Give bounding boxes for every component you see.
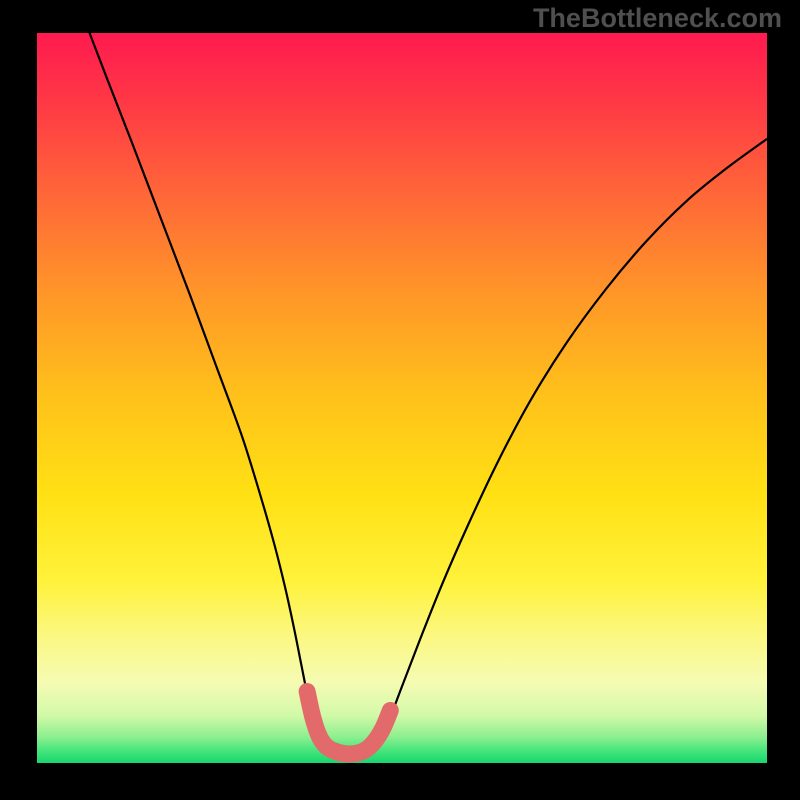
watermark-text: TheBottleneck.com xyxy=(533,3,782,34)
curve-overlay xyxy=(0,0,800,800)
chart-container: TheBottleneck.com xyxy=(0,0,800,800)
bottleneck-curve xyxy=(90,33,767,757)
optimal-zone-trace xyxy=(307,691,390,753)
